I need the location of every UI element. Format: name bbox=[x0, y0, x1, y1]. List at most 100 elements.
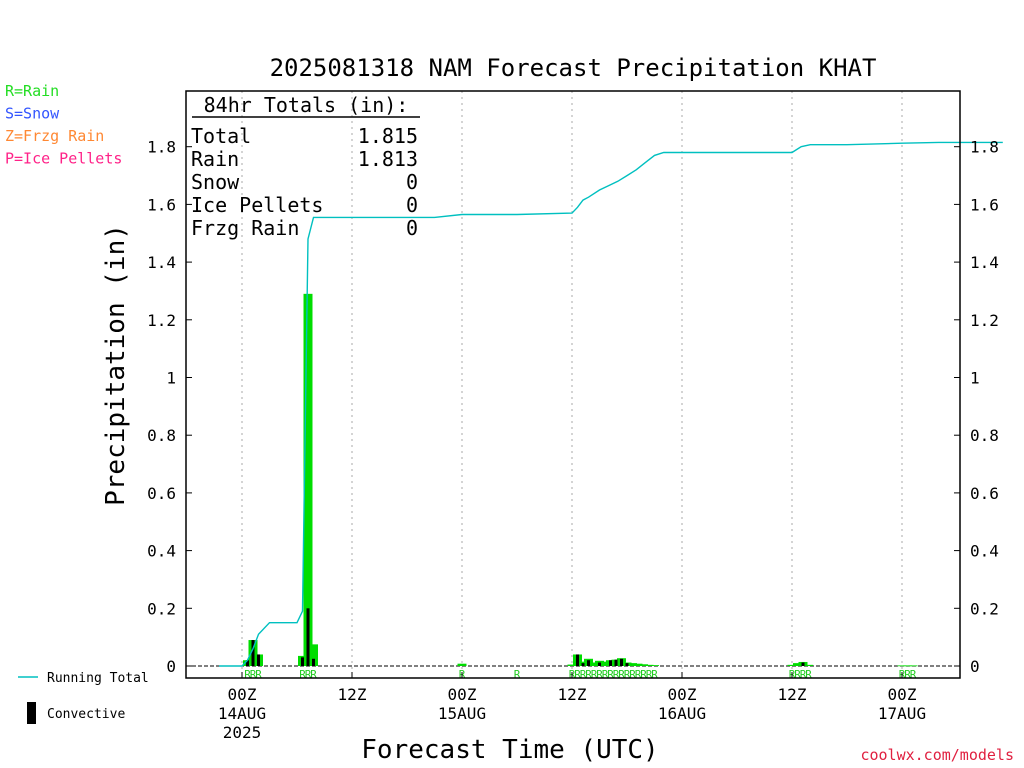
convective-bar bbox=[576, 654, 579, 666]
totals-row-label: Total bbox=[191, 124, 251, 148]
precip-type-marker: R bbox=[618, 668, 625, 681]
precip-type-marker: R bbox=[310, 668, 317, 681]
rain-bar bbox=[903, 665, 912, 667]
precip-type-marker: R bbox=[591, 668, 598, 681]
precip-type-marker: R bbox=[805, 668, 812, 681]
rain-bar bbox=[600, 661, 610, 666]
precip-type-marker: R bbox=[596, 668, 603, 681]
y-tick-label-left: 0.8 bbox=[147, 426, 176, 445]
totals-row-value: 1.815 bbox=[358, 124, 418, 148]
y-tick-label-right: 1.4 bbox=[970, 253, 999, 272]
rain-bar bbox=[787, 664, 797, 666]
x-tick-label: 00Z bbox=[668, 685, 697, 704]
convective-bar bbox=[251, 640, 255, 666]
totals-box: 84hr Totals (in): Total 1.815 Rain 1.813 Sno… bbox=[191, 93, 420, 240]
convective-bar bbox=[306, 608, 310, 666]
rain-bar bbox=[457, 663, 467, 666]
totals-header: 84hr Totals (in): bbox=[204, 93, 409, 117]
precip-type-marker: R bbox=[629, 668, 636, 681]
rain-bar bbox=[644, 664, 654, 666]
y-tick-label-right: 1 bbox=[970, 369, 980, 388]
y-tick-label-left: 0.4 bbox=[147, 542, 176, 561]
rain-bar bbox=[793, 663, 802, 666]
convective-bar bbox=[312, 658, 315, 666]
precip-type-marker: R bbox=[514, 668, 521, 681]
plot-area: RRRRRRRRRRRRRRRRRRRRRRRRRRRRRRR000.20.20… bbox=[147, 90, 1003, 742]
totals-row-label: Snow bbox=[191, 170, 240, 194]
y-tick-label-left: 0.2 bbox=[147, 599, 176, 618]
totals-row-value: 1.813 bbox=[358, 147, 418, 171]
convective-bar bbox=[246, 660, 249, 666]
convective-bar bbox=[620, 658, 623, 666]
rain-bar bbox=[633, 663, 643, 666]
precip-type-marker: R bbox=[635, 668, 642, 681]
x-tick-label: 17AUG bbox=[878, 704, 926, 723]
y-tick-label-right: 0.6 bbox=[970, 484, 999, 503]
precip-type-marker: R bbox=[624, 668, 631, 681]
rain-bar bbox=[567, 664, 577, 666]
y-tick-label-right: 0 bbox=[970, 657, 980, 676]
convective-bar bbox=[609, 660, 612, 666]
rain-bar bbox=[303, 293, 313, 666]
y-tick-label-left: 1.4 bbox=[147, 253, 176, 272]
y-tick-label-left: 0 bbox=[166, 657, 176, 676]
y-tick-label-left: 1.6 bbox=[147, 195, 176, 214]
running-total-line bbox=[219, 141, 1003, 667]
convective-bar bbox=[301, 657, 304, 666]
precip-type-marker: R bbox=[244, 668, 251, 681]
chart-title: 2025081318 NAM Forecast Precipitation KH… bbox=[270, 54, 877, 82]
y-tick-label-left: 0.6 bbox=[147, 484, 176, 503]
x-tick-label: 15AUG bbox=[438, 704, 486, 723]
rain-bar bbox=[908, 665, 918, 667]
y-tick-label-right: 0.8 bbox=[970, 426, 999, 445]
precip-type-marker: R bbox=[651, 668, 658, 681]
rain-bar bbox=[628, 663, 637, 666]
precip-type-marker: R bbox=[910, 668, 917, 681]
y-tick-label-left: 1.2 bbox=[147, 311, 176, 330]
running-total-label: Running Total bbox=[47, 671, 149, 686]
precip-type-marker: R bbox=[580, 668, 587, 681]
rain-bar bbox=[897, 665, 907, 667]
totals-row-label: Frzg Rain bbox=[191, 216, 299, 240]
precip-type-marker: R bbox=[250, 668, 257, 681]
x-tick-label: 12Z bbox=[558, 685, 587, 704]
y-tick-label-right: 1.8 bbox=[970, 138, 999, 157]
precip-type-marker: R bbox=[574, 668, 581, 681]
rain-bar bbox=[309, 644, 318, 666]
convective-bar bbox=[801, 662, 805, 666]
precip-type-legend: R=Rain S=Snow Z=Frzg Rain P=Ice Pellets bbox=[5, 82, 122, 168]
totals-row-value: 0 bbox=[406, 193, 418, 217]
x-tick-label: 00Z bbox=[228, 685, 257, 704]
y-tick-label-right: 0.4 bbox=[970, 542, 999, 561]
precip-type-marker: R bbox=[800, 668, 807, 681]
convective-bar bbox=[581, 663, 585, 666]
x-tick-label: 00Z bbox=[448, 685, 477, 704]
x-tick-label: 16AUG bbox=[658, 704, 706, 723]
totals-row-label: Rain bbox=[191, 147, 239, 171]
x-tick-label: 00Z bbox=[888, 685, 917, 704]
rain-bar bbox=[589, 662, 599, 666]
x-tick-label: 12Z bbox=[338, 685, 367, 704]
precip-type-marker: R bbox=[585, 668, 592, 681]
y-tick-label-right: 1.2 bbox=[970, 311, 999, 330]
totals-row-value: 0 bbox=[406, 216, 418, 240]
convective-bar bbox=[625, 663, 629, 666]
convective-bar bbox=[257, 654, 260, 666]
watermark: coolwx.com/models bbox=[860, 746, 1014, 764]
precip-type-marker: R bbox=[613, 668, 620, 681]
y-tick-label-right: 0.2 bbox=[970, 599, 999, 618]
convective-swatch bbox=[27, 702, 36, 724]
plot-frame bbox=[185, 90, 961, 679]
y-tick-label-right: 1.6 bbox=[970, 195, 999, 214]
x-tick-label: 2025 bbox=[223, 723, 262, 742]
precip-type-legend-item: R=Rain bbox=[5, 82, 59, 100]
precip-type-marker: R bbox=[607, 668, 614, 681]
x-axis-label: Forecast Time (UTC) bbox=[361, 735, 658, 765]
x-tick-label: 12Z bbox=[778, 685, 807, 704]
rain-bar bbox=[639, 664, 648, 666]
precip-type-legend-item: S=Snow bbox=[5, 105, 60, 123]
precip-type-marker: R bbox=[640, 668, 647, 681]
precip-type-legend-item: P=Ice Pellets bbox=[5, 150, 122, 168]
precip-type-marker: R bbox=[255, 668, 262, 681]
